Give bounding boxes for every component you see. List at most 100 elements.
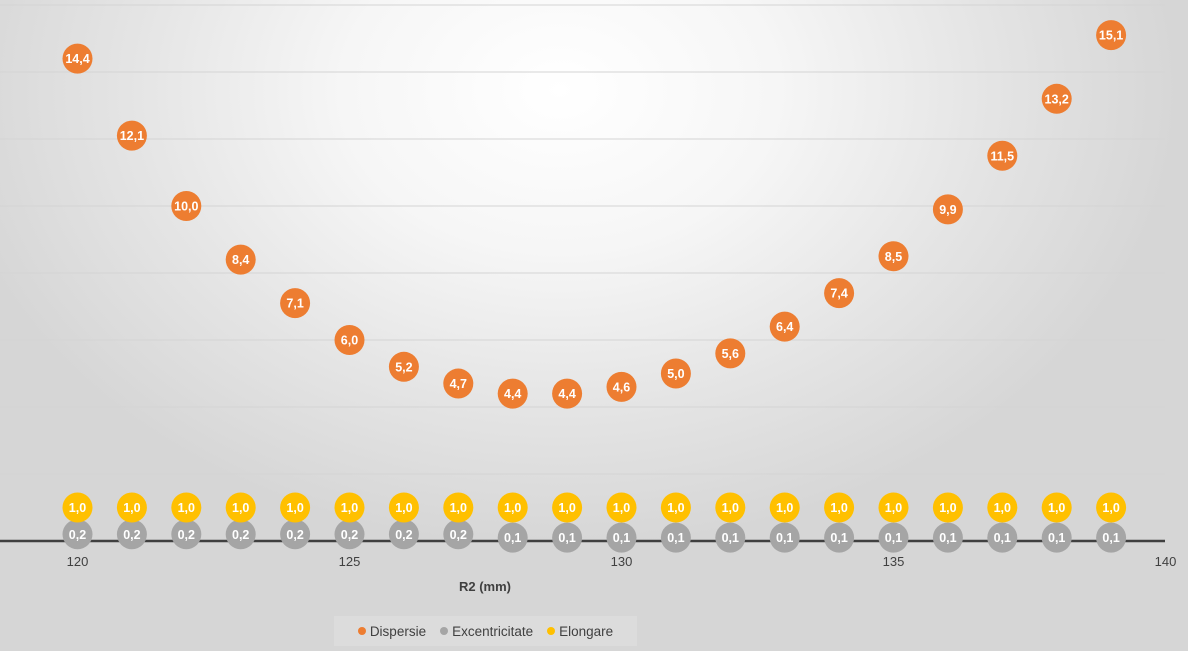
data-label-dispersie: 11,5 xyxy=(990,149,1014,163)
data-label-dispersie: 4,7 xyxy=(450,377,467,391)
data-label-dispersie: 14,4 xyxy=(65,52,89,66)
data-label-elongare: 1,0 xyxy=(504,501,521,515)
data-label-elongare: 1,0 xyxy=(776,501,793,515)
marker-elongare xyxy=(606,492,637,523)
data-label-elongare: 1,0 xyxy=(939,501,956,515)
marker-dispersie xyxy=(1096,20,1127,51)
marker-excentricitate xyxy=(116,519,147,550)
marker-elongare xyxy=(62,492,93,523)
legend-label-excentricitate: Excentricitate xyxy=(452,623,534,639)
data-label-excentricitate: 0,1 xyxy=(504,531,521,545)
data-label-excentricitate: 0,1 xyxy=(830,531,847,545)
marker-dispersie xyxy=(334,325,365,355)
marker-dispersie xyxy=(443,368,474,399)
data-label-dispersie: 5,6 xyxy=(722,347,739,361)
marker-dispersie xyxy=(1041,83,1072,114)
x-tick-label: 125 xyxy=(339,554,361,569)
data-label-excentricitate: 0,2 xyxy=(69,528,86,542)
marker-dispersie xyxy=(388,351,419,382)
data-label-dispersie: 8,5 xyxy=(885,250,902,264)
data-label-elongare: 1,0 xyxy=(1102,501,1119,515)
marker-dispersie xyxy=(824,278,855,309)
marker-elongare xyxy=(824,492,855,523)
x-axis-title: R2 (mm) xyxy=(459,579,511,594)
data-label-dispersie: 4,6 xyxy=(613,380,630,394)
marker-elongare xyxy=(1041,492,1072,523)
legend-label-elongare: Elongare xyxy=(559,623,614,639)
data-label-excentricitate: 0,2 xyxy=(395,528,412,542)
data-label-dispersie: 6,0 xyxy=(341,334,358,348)
marker-dispersie xyxy=(552,378,583,409)
legend-item-elongare: Elongare xyxy=(547,624,613,639)
marker-excentricitate xyxy=(715,522,746,553)
marker-dispersie xyxy=(769,311,800,342)
marker-dispersie xyxy=(171,191,202,221)
data-label-excentricitate: 0,1 xyxy=(722,531,739,545)
marker-dispersie xyxy=(280,288,311,319)
data-label-elongare: 1,0 xyxy=(123,501,140,515)
marker-excentricitate xyxy=(769,522,800,553)
data-label-dispersie: 8,4 xyxy=(232,253,249,267)
marker-elongare xyxy=(987,492,1018,523)
legend-swatch-elongare xyxy=(547,627,556,635)
marker-dispersie xyxy=(878,241,909,272)
marker-dispersie xyxy=(225,244,256,275)
data-label-dispersie: 9,9 xyxy=(939,203,956,217)
data-label-dispersie: 6,4 xyxy=(776,320,793,334)
x-tick-label: 120 xyxy=(67,554,89,569)
data-label-excentricitate: 0,1 xyxy=(558,531,575,545)
data-label-excentricitate: 0,2 xyxy=(123,528,140,542)
data-label-elongare: 1,0 xyxy=(178,501,195,515)
data-label-elongare: 1,0 xyxy=(613,501,630,515)
marker-excentricitate xyxy=(987,522,1018,553)
x-tick-label: 130 xyxy=(611,554,633,569)
data-label-elongare: 1,0 xyxy=(558,501,575,515)
legend-label-dispersie: Dispersie xyxy=(369,623,427,639)
marker-dispersie xyxy=(987,140,1018,171)
data-label-elongare: 1,0 xyxy=(667,501,684,515)
marker-excentricitate xyxy=(280,519,311,550)
marker-dispersie xyxy=(606,371,637,402)
marker-excentricitate xyxy=(552,522,583,553)
marker-elongare xyxy=(1096,492,1127,523)
marker-elongare xyxy=(280,492,311,523)
data-label-elongare: 1,0 xyxy=(341,501,358,515)
data-label-dispersie: 15,1 xyxy=(1099,29,1123,43)
marker-elongare xyxy=(171,492,202,523)
data-label-dispersie: 12,1 xyxy=(120,129,144,143)
data-label-dispersie: 4,4 xyxy=(504,387,521,401)
marker-dispersie xyxy=(497,378,528,409)
marker-excentricitate xyxy=(1041,522,1072,553)
data-label-excentricitate: 0,2 xyxy=(232,528,249,542)
data-label-excentricitate: 0,2 xyxy=(178,528,195,542)
marker-excentricitate xyxy=(878,522,909,553)
legend-item-excentricitate: Excentricitate xyxy=(440,624,533,639)
marker-elongare xyxy=(116,492,147,523)
data-label-excentricitate: 0,2 xyxy=(341,528,358,542)
marker-excentricitate xyxy=(824,522,855,553)
marker-elongare xyxy=(932,492,963,523)
marker-elongare xyxy=(715,492,746,523)
marker-elongare xyxy=(660,492,691,523)
legend-item-dispersie: Dispersie xyxy=(357,623,427,639)
data-label-elongare: 1,0 xyxy=(286,501,303,515)
marker-excentricitate xyxy=(171,519,202,550)
data-label-elongare: 1,0 xyxy=(69,501,86,515)
marker-excentricitate xyxy=(497,522,528,553)
marker-excentricitate xyxy=(334,519,365,550)
marker-dispersie xyxy=(62,43,93,74)
marker-dispersie xyxy=(932,194,963,225)
marker-elongare xyxy=(334,492,365,523)
data-label-elongare: 1,0 xyxy=(395,501,412,515)
data-label-elongare: 1,0 xyxy=(830,501,847,515)
marker-dispersie xyxy=(116,120,147,151)
data-label-dispersie: 5,2 xyxy=(395,360,412,374)
data-label-dispersie: 7,4 xyxy=(830,287,847,301)
data-label-elongare: 1,0 xyxy=(232,501,249,515)
data-label-excentricitate: 0,1 xyxy=(994,531,1011,545)
marker-excentricitate xyxy=(225,519,256,550)
data-label-excentricitate: 0,1 xyxy=(1048,531,1065,545)
data-label-dispersie: 5,0 xyxy=(667,367,684,381)
marker-elongare xyxy=(878,492,909,523)
